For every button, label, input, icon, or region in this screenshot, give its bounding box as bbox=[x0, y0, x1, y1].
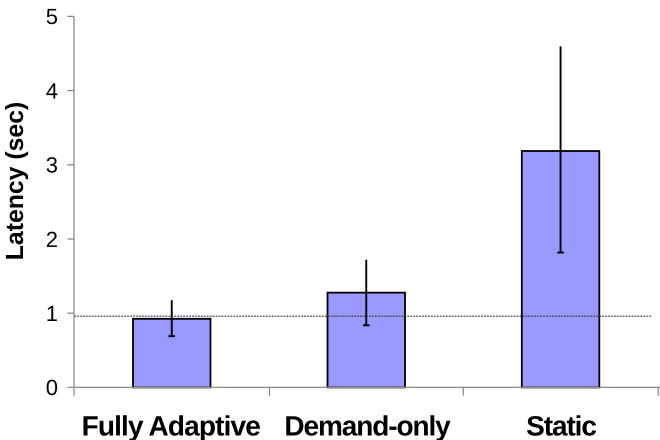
svg-text:1: 1 bbox=[46, 301, 58, 326]
svg-text:Demand-only: Demand-only bbox=[284, 411, 451, 440]
svg-text:Static: Static bbox=[526, 411, 596, 440]
svg-text:5: 5 bbox=[46, 4, 58, 29]
svg-text:4: 4 bbox=[46, 78, 58, 103]
svg-text:0: 0 bbox=[46, 375, 58, 400]
svg-text:2: 2 bbox=[46, 227, 58, 252]
svg-text:Latency (sec): Latency (sec) bbox=[2, 102, 29, 261]
svg-text:Fully Adaptive: Fully Adaptive bbox=[82, 411, 261, 440]
svg-text:3: 3 bbox=[46, 153, 58, 178]
